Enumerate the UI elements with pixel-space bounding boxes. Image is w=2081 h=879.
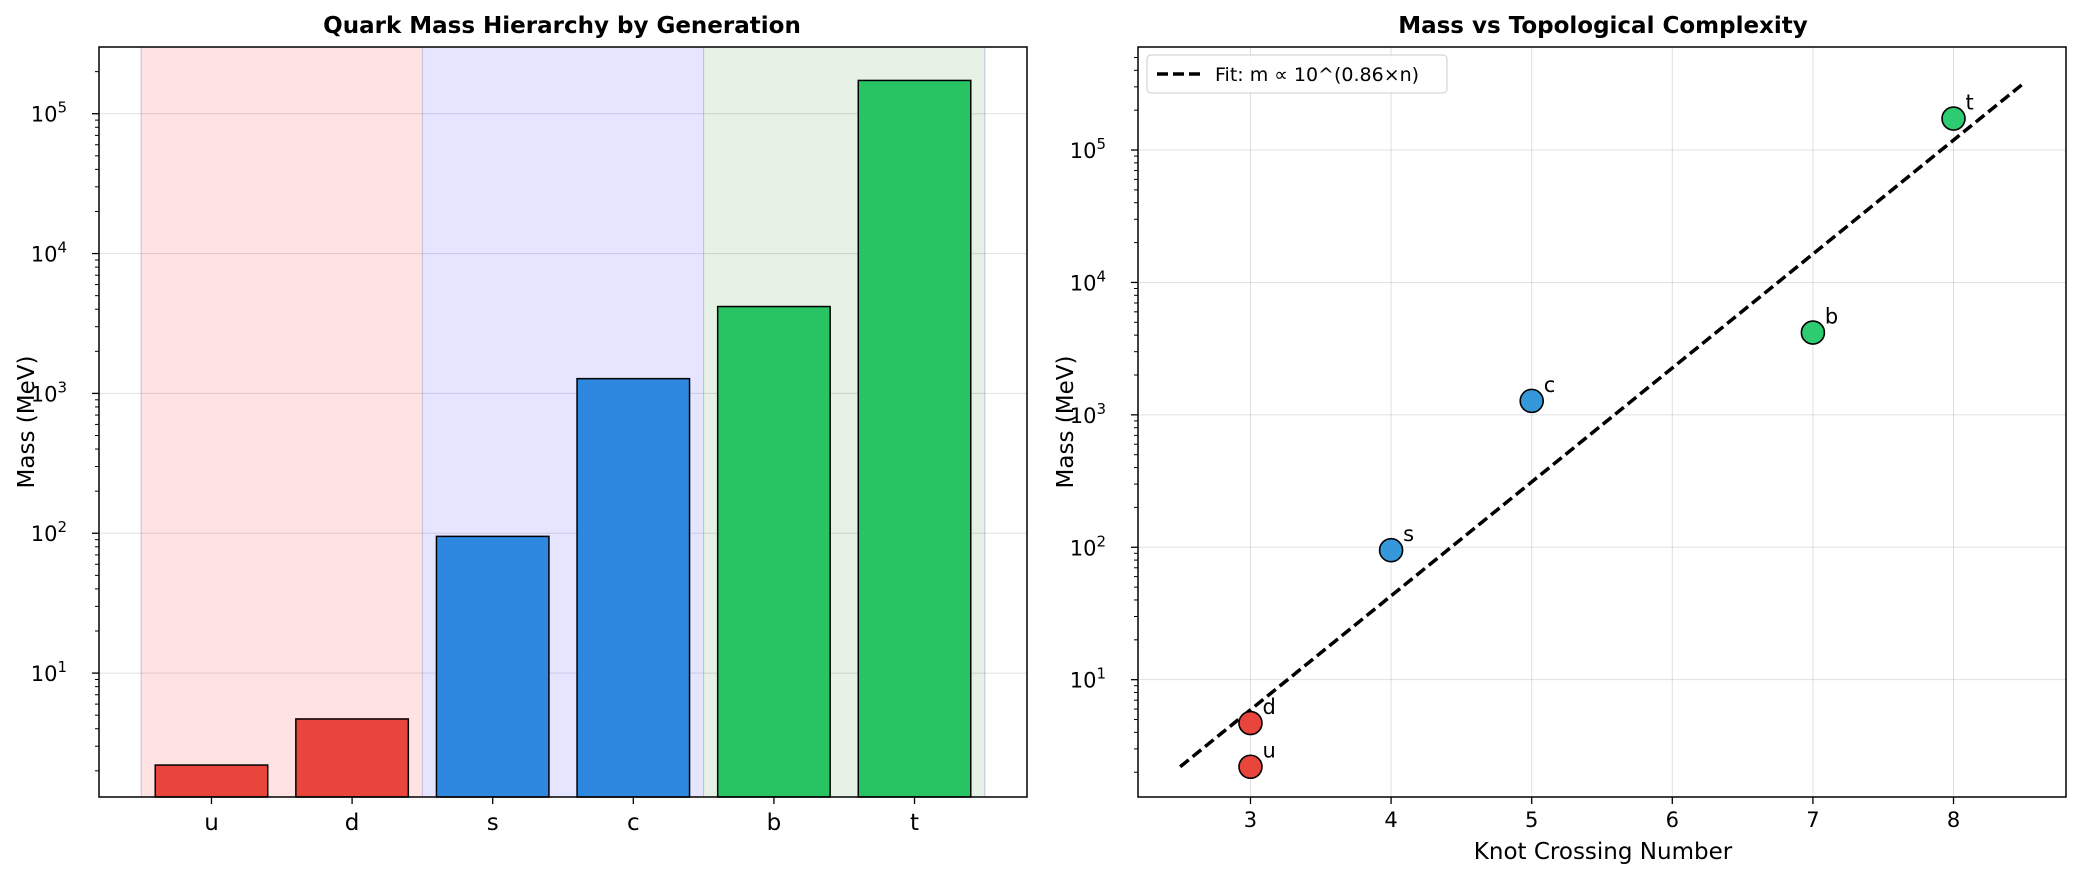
- bar-chart-title: Quark Mass Hierarchy by Generation: [323, 13, 801, 39]
- y-tick-label: 101: [31, 658, 67, 686]
- point-label-b: b: [1825, 305, 1838, 329]
- y-tick-label-exponent: 1: [1096, 665, 1106, 683]
- y-tick-label-base: 10: [31, 382, 58, 406]
- scatter-chart-frame: [1137, 46, 2067, 798]
- bar-u: [154, 764, 269, 798]
- x-tick-label: 6: [1666, 808, 1679, 832]
- y-tick-label-base: 10: [31, 662, 58, 686]
- point-s: [1378, 537, 1404, 563]
- y-tick-label-exponent: 2: [57, 518, 67, 536]
- scatter-chart-y-label: Mass (MeV): [1053, 356, 1079, 489]
- y-tick-label-exponent: 4: [57, 239, 67, 257]
- scatter-chart-x-label: Knot Crossing Number: [1474, 839, 1733, 865]
- y-tick-label-base: 10: [31, 522, 58, 546]
- y-tick-label: 104: [31, 239, 67, 267]
- point-label-t: t: [1966, 91, 1974, 115]
- x-tick-label: s: [487, 810, 499, 836]
- point-u: [1238, 754, 1263, 780]
- y-tick-label: 105: [31, 99, 67, 127]
- x-tick-label: 5: [1525, 808, 1538, 832]
- legend-fit-label: Fit: m ∝ 10^(0.86×n): [1215, 64, 1419, 86]
- y-tick-label-base: 10: [1070, 669, 1097, 693]
- point-c: [1519, 388, 1544, 414]
- x-tick-label: b: [767, 810, 782, 836]
- scatter-legend: Fit: m ∝ 10^(0.86×n): [1146, 54, 1448, 94]
- point-label-c: c: [1544, 373, 1556, 397]
- y-tick-label-base: 10: [1070, 139, 1097, 163]
- y-tick-label-exponent: 5: [57, 99, 67, 117]
- bar-b: [716, 305, 831, 798]
- bar-chart-y-label: Mass (MeV): [14, 356, 40, 489]
- y-tick-label-base: 10: [31, 243, 58, 267]
- fit-line: [1179, 81, 2025, 769]
- bar-d: [295, 718, 410, 798]
- y-tick-label: 105: [1070, 135, 1106, 163]
- y-tick-label-exponent: 1: [57, 658, 67, 676]
- scatter-chart-title: Mass vs Topological Complexity: [1398, 13, 1808, 39]
- y-tick-label-exponent: 5: [1096, 135, 1106, 153]
- x-tick-label: d: [345, 810, 360, 836]
- scatter-chart-panel: Mass vs Topological Complexity ud s c b t 10…: [1053, 13, 2067, 865]
- y-tick-label-base: 10: [1070, 536, 1097, 560]
- y-tick-label-exponent: 3: [57, 378, 67, 396]
- point-label-s: s: [1403, 522, 1414, 546]
- point-label-u: u: [1262, 739, 1275, 763]
- x-tick-label: 7: [1806, 808, 1819, 832]
- bar-chart-panel: Quark Mass Hierarchy by Generation 10110…: [14, 13, 1028, 836]
- bar-chart-frame: [98, 46, 1028, 798]
- bar-s: [435, 535, 550, 798]
- point-label-d: d: [1262, 695, 1275, 719]
- x-tick-label: 8: [1947, 808, 1960, 832]
- x-tick-label: c: [627, 810, 640, 836]
- y-tick-label-exponent: 3: [1096, 400, 1106, 418]
- y-tick-label-base: 10: [31, 103, 58, 127]
- y-tick-label: 103: [31, 378, 67, 406]
- bar-c: [576, 377, 691, 798]
- bar-t: [857, 79, 972, 798]
- x-tick-label: u: [204, 810, 219, 836]
- y-tick-label: 103: [1070, 400, 1106, 428]
- point-t: [1941, 106, 1966, 131]
- point-d: [1238, 710, 1263, 736]
- y-tick-label: 104: [1070, 267, 1106, 295]
- y-tick-label: 102: [31, 518, 67, 546]
- generation-band-1: [141, 47, 423, 797]
- x-tick-label: t: [910, 810, 919, 836]
- y-tick-label: 102: [1070, 532, 1106, 560]
- y-tick-label-exponent: 2: [1096, 532, 1106, 550]
- y-tick-label-exponent: 4: [1096, 267, 1106, 285]
- point-b: [1800, 320, 1826, 345]
- x-tick-label: 3: [1244, 808, 1257, 832]
- y-tick-label-base: 10: [1070, 271, 1097, 295]
- y-tick-label-base: 10: [1070, 404, 1097, 428]
- y-tick-label: 101: [1070, 665, 1106, 693]
- legend-box: [1146, 54, 1448, 94]
- x-tick-label: 4: [1384, 808, 1397, 832]
